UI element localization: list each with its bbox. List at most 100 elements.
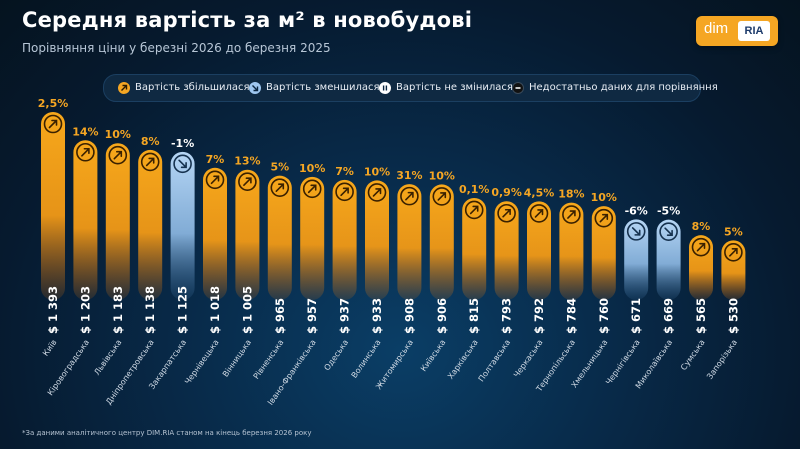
minus-icon — [512, 82, 524, 94]
category-label: Київ — [41, 338, 59, 358]
value-label: $ 906 — [435, 298, 449, 334]
change-label: 5% — [270, 161, 289, 174]
arrow-up-right-icon — [529, 204, 549, 223]
dim-ria-logo[interactable]: dim RIA — [696, 16, 778, 46]
arrow-glyph — [340, 187, 349, 197]
arrow-glyph — [631, 227, 641, 236]
value-label: $ 1 005 — [240, 286, 254, 334]
change-label: 10% — [105, 128, 131, 141]
value-label: $ 1 125 — [176, 286, 190, 334]
change-label: 7% — [335, 165, 354, 178]
category-label: Одеська — [322, 338, 350, 372]
arrow-up-right-icon — [432, 187, 452, 206]
change-label: 0,1% — [459, 183, 490, 196]
value-label: $ 908 — [402, 298, 416, 334]
value-label: $ 530 — [726, 298, 740, 334]
arrow-glyph — [729, 248, 738, 257]
change-label: 8% — [141, 135, 160, 148]
category-label: Чернівецька — [183, 338, 221, 386]
value-label: $ 965 — [273, 298, 287, 334]
change-label: 18% — [558, 188, 584, 201]
value-label: $ 1 203 — [78, 286, 92, 334]
arrow-down-right-icon — [626, 222, 646, 241]
arrow-glyph — [178, 159, 187, 169]
arrow-glyph — [405, 191, 414, 201]
arrow-up-right-icon — [497, 203, 516, 223]
arrow-glyph — [275, 183, 285, 192]
arrow-glyph — [48, 119, 58, 129]
arrow-glyph — [210, 175, 220, 185]
category-label: Запорізька — [705, 338, 739, 381]
bar — [591, 206, 616, 300]
bar — [689, 235, 713, 300]
value-label: $ 1 018 — [208, 286, 222, 334]
bar — [656, 219, 681, 300]
bar — [235, 169, 260, 300]
arrow-up-right-icon — [400, 186, 419, 206]
arrow-up-right-icon — [108, 145, 128, 165]
arrow-up-right-icon — [238, 172, 257, 192]
arrow-glyph — [437, 192, 447, 201]
change-label: -5% — [657, 205, 680, 218]
bar — [267, 175, 292, 300]
value-label: $ 671 — [629, 298, 643, 334]
arrow-up-right-icon — [691, 237, 711, 257]
bar — [332, 179, 357, 300]
arrow-up-right-icon — [367, 183, 387, 202]
change-label: -1% — [171, 137, 194, 150]
arrow-down-right-icon — [173, 154, 192, 174]
arrow-up-right-icon — [270, 178, 290, 197]
change-label: 2,5% — [38, 97, 69, 110]
page-subtitle: Порівняння ціни у березні 2026 до березн… — [22, 41, 331, 55]
bar — [138, 149, 163, 300]
logo-ria-text: RIA — [738, 21, 770, 41]
bar — [721, 240, 746, 300]
value-label: $ 815 — [467, 298, 481, 334]
footnote: *За даними аналітичного центру DIM.RIA с… — [22, 429, 312, 437]
category-label: Волинська — [350, 338, 383, 380]
category-label: Сумська — [679, 338, 707, 372]
value-label: $ 933 — [370, 298, 384, 334]
change-label: 10% — [364, 165, 390, 178]
bar — [365, 180, 389, 300]
legend-label: Вартість зменшилася — [266, 82, 380, 93]
arrow-glyph — [567, 210, 576, 219]
bar — [559, 202, 584, 300]
bar — [105, 143, 130, 300]
logo-dim-text: dim — [704, 20, 729, 37]
bar — [494, 201, 519, 300]
value-label: $ 784 — [564, 298, 578, 334]
value-label: $ 565 — [694, 298, 708, 334]
value-label: $ 957 — [305, 298, 319, 334]
legend-label: Вартість не змінилася — [396, 82, 513, 93]
category-label: Львівська — [92, 338, 123, 377]
change-label: 31% — [396, 169, 422, 182]
arrow-down-right-icon — [249, 82, 261, 94]
arrow-glyph — [81, 147, 90, 157]
bar — [527, 201, 551, 300]
arrow-up-right-icon — [335, 182, 354, 202]
bar — [397, 184, 422, 300]
arrow-up-right-icon — [464, 200, 484, 220]
bar — [624, 219, 649, 300]
arrow-up-right-icon — [140, 152, 160, 172]
arrow-glyph — [469, 205, 479, 215]
change-label: 14% — [72, 125, 98, 138]
change-label: 4,5% — [524, 186, 555, 199]
pause-icon — [379, 82, 391, 94]
arrow-up-right-icon — [724, 243, 743, 262]
arrow-up-right-icon — [43, 114, 63, 134]
change-label: 13% — [234, 155, 260, 168]
value-label: $ 792 — [532, 298, 546, 334]
arrow-down-right-icon — [659, 222, 678, 241]
category-label: Чернігівська — [604, 338, 642, 387]
arrow-up-right-icon — [76, 142, 95, 162]
category-label: Рівненська — [252, 338, 286, 381]
bar — [429, 184, 454, 300]
value-label: $ 937 — [338, 298, 352, 334]
bar — [41, 112, 65, 300]
category-label: Харківська — [446, 338, 480, 381]
value-label: $ 1 183 — [111, 286, 125, 334]
category-label: Вінницька — [221, 338, 253, 379]
arrow-glyph — [243, 177, 252, 187]
